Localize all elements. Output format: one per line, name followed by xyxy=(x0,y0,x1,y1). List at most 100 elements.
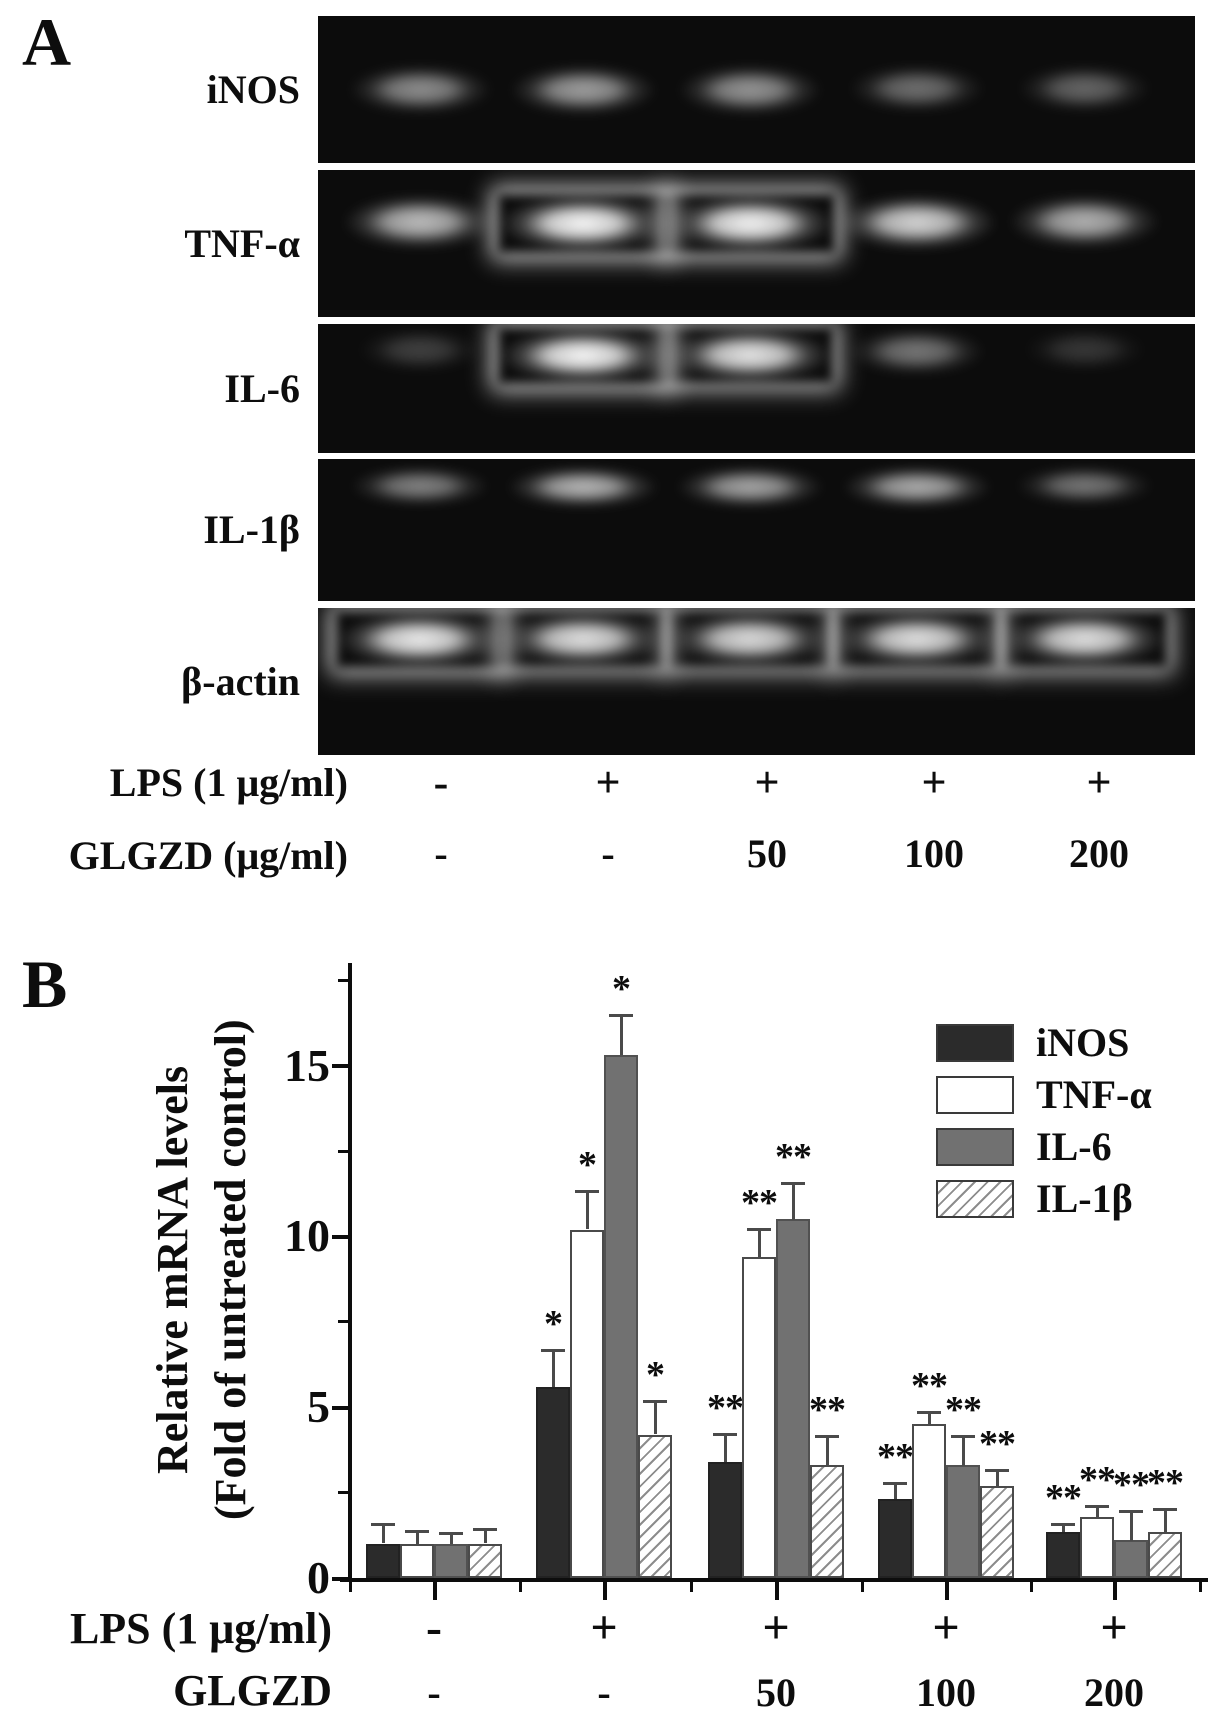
x-boundary-tick xyxy=(349,1581,352,1592)
legend-label-iNOS: iNOS xyxy=(1036,1020,1130,1065)
bar-IL-1β-group1 xyxy=(468,1544,502,1578)
error-bar-line xyxy=(758,1228,761,1257)
gel-band xyxy=(350,466,490,506)
x-center-tick xyxy=(945,1581,949,1600)
chart-x-row-value: 200 xyxy=(1084,1670,1144,1715)
error-bar-line xyxy=(996,1469,999,1486)
error-bar-cap xyxy=(575,1190,599,1193)
bar-IL-1β-group3 xyxy=(810,1465,844,1578)
chart-x-row-value: + xyxy=(1100,1601,1128,1654)
legend-swatch-TNF-α xyxy=(936,1076,1014,1114)
y-axis-label-line1: Relative mRNA levels xyxy=(148,1065,197,1475)
gel-row-label: TNF-α xyxy=(184,221,300,266)
error-bar-line xyxy=(1096,1505,1099,1517)
panel-b-letter: B xyxy=(22,946,68,1022)
gel-band xyxy=(499,195,667,252)
chart-x-row-value: + xyxy=(762,1601,790,1654)
error-bar-cap xyxy=(1051,1523,1075,1526)
y-major-tick xyxy=(332,1577,348,1581)
chart-x-row-value: + xyxy=(590,1601,618,1654)
gel-row-label: β-actin xyxy=(181,659,300,704)
error-bar-line xyxy=(416,1530,419,1544)
y-tick-label: 10 xyxy=(284,1210,330,1261)
chart-x-row-value: 50 xyxy=(756,1670,796,1715)
x-boundary-tick xyxy=(861,1581,864,1592)
error-bar-cap xyxy=(917,1411,941,1414)
error-bar-line xyxy=(724,1433,727,1462)
y-tick-label: 15 xyxy=(284,1040,330,1091)
error-bar-line xyxy=(792,1182,795,1220)
gel-band xyxy=(1009,195,1160,248)
gel-row-label: IL-1β xyxy=(203,507,300,552)
gel-strip-β-actin xyxy=(318,608,1195,755)
error-bar-cap xyxy=(747,1228,771,1231)
legend-swatch-iNOS xyxy=(936,1024,1014,1062)
gel-band xyxy=(510,65,657,115)
treatment-value: - xyxy=(601,831,615,876)
gel-row-label: iNOS xyxy=(206,67,300,112)
error-bar-line xyxy=(894,1482,897,1499)
bar-IL-6-group3 xyxy=(776,1219,810,1578)
chart-x-row-value: - xyxy=(597,1670,611,1715)
significance-mark: ** xyxy=(809,1389,846,1431)
error-bar-cap xyxy=(371,1523,395,1526)
treatment-value: - xyxy=(433,758,449,807)
significance-mark: * xyxy=(578,1144,597,1186)
x-axis-line xyxy=(340,1578,1208,1582)
x-boundary-tick xyxy=(690,1581,693,1592)
error-bar-line xyxy=(962,1435,965,1466)
gel-band xyxy=(1018,65,1151,112)
bar-IL-6-group1 xyxy=(434,1544,468,1578)
treatment-row-label: LPS (1 μg/ml) xyxy=(109,760,348,805)
error-bar-cap xyxy=(541,1349,565,1352)
gel-band xyxy=(836,612,998,666)
significance-mark: * xyxy=(544,1303,563,1345)
error-bar-cap xyxy=(951,1435,975,1438)
gel-band xyxy=(842,466,992,508)
significance-mark: ** xyxy=(707,1387,744,1429)
bar-iNOS-group1 xyxy=(366,1544,400,1578)
error-bar-cap xyxy=(713,1433,737,1436)
bar-IL-1β-group2 xyxy=(638,1435,672,1578)
error-bar-line xyxy=(928,1411,931,1425)
chart-x-row-label: LPS (1 μg/ml) xyxy=(69,1604,332,1653)
significance-mark: * xyxy=(612,968,631,1010)
bar-TNF-α-group3 xyxy=(742,1257,776,1578)
legend-label-IL-1β: IL-1β xyxy=(1036,1176,1133,1221)
y-minor-tick xyxy=(338,1150,348,1153)
significance-mark: ** xyxy=(1079,1459,1116,1501)
significance-mark: ** xyxy=(741,1182,778,1224)
error-bar-cap xyxy=(643,1400,667,1403)
treatment-row-label: GLGZD (μg/ml) xyxy=(68,833,348,878)
error-bar-line xyxy=(1130,1510,1133,1541)
legend-swatch-IL-1β xyxy=(936,1180,1014,1218)
error-bar-cap xyxy=(815,1435,839,1438)
chart-x-row-value: + xyxy=(932,1601,960,1654)
error-bar-line xyxy=(654,1400,657,1434)
y-axis-line xyxy=(348,963,352,1581)
gel-band xyxy=(676,466,824,508)
significance-mark: ** xyxy=(979,1423,1016,1465)
treatment-value: - xyxy=(434,831,448,876)
gel-band xyxy=(849,65,985,112)
error-bar-line xyxy=(1062,1523,1065,1532)
bar-iNOS-group5 xyxy=(1046,1532,1080,1578)
gel-band xyxy=(668,328,832,382)
error-bar-cap xyxy=(609,1014,633,1017)
gel-strip-TNF-α xyxy=(318,170,1195,317)
gel-band xyxy=(349,65,492,114)
treatment-value: + xyxy=(1086,758,1112,807)
x-center-tick xyxy=(603,1581,607,1600)
y-minor-tick xyxy=(338,1320,348,1323)
y-minor-tick xyxy=(338,1491,348,1494)
gel-band xyxy=(358,328,482,372)
bar-IL-6-group4 xyxy=(946,1465,980,1578)
significance-mark: ** xyxy=(775,1136,812,1178)
bar-iNOS-group2 xyxy=(536,1387,570,1578)
error-bar-line xyxy=(450,1532,453,1544)
y-tick-label: 0 xyxy=(307,1552,330,1603)
gel-band xyxy=(1024,328,1146,371)
bar-iNOS-group3 xyxy=(708,1462,742,1578)
treatment-value: + xyxy=(754,758,780,807)
